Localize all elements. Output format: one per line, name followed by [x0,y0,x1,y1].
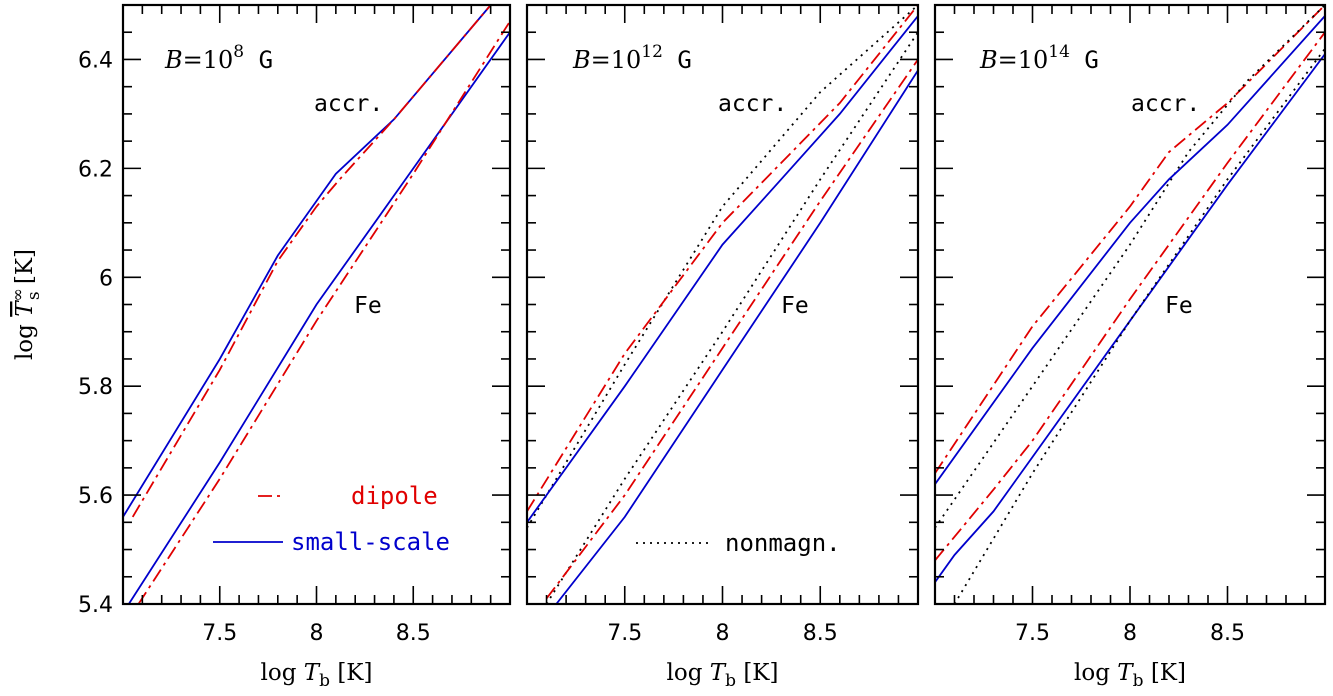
series-fe-dipole [137,20,510,604]
series-fe-dipole [935,31,1325,561]
x-tick-label: 8.5 [803,621,838,646]
magnetic-field-label: B=1012 G [572,42,692,74]
series-fe-smallscale [128,31,510,604]
x-tick-label: 7.5 [1015,621,1050,646]
panel-1: 7.5 8 8.5 5.4 5.6 5.8 6 6.2 6.4 log Tb [K] log T∞s… [8,3,512,691]
legend: nonmagn. [636,529,841,557]
legend-label: nonmagn. [725,529,841,557]
x-tick-label: 8.5 [1210,621,1245,646]
series-accr-smallscale [123,5,492,518]
panel-2: 7.5 8 8.5 log Tb [K] B=1012 G accr. Fe nonmagn. [525,3,920,691]
y-tick-label: 5.8 [78,375,113,400]
x-tick-label: 8 [310,621,324,646]
y-tick-label: 6.4 [78,48,113,73]
accreted-envelope-label: accr. [1131,91,1200,117]
plot-frame [933,3,1327,606]
series-group [935,5,1325,604]
iron-envelope-label: Fe [781,293,809,319]
series-accr-dipole [131,5,492,518]
y-tick-label: 5.6 [78,484,113,509]
accreted-envelope-label: accr. [314,91,383,117]
series-accr-dipole [935,5,1325,474]
legend: dipole small-scale [213,482,450,556]
series-accr-smallscale [935,15,1325,485]
y-tick-label: 6 [99,266,113,291]
x-axis-label: log Tb [K] [261,660,373,691]
series-group [123,5,510,604]
magnetic-field-label: B=1014 G [979,42,1099,74]
series-fe-dipole [545,58,918,600]
magnetic-field-label: B=108 G [164,42,273,74]
x-tick-label: 7.5 [202,621,237,646]
x-tick-label: 8.5 [396,621,431,646]
y-tick-label: 5.4 [78,593,113,618]
x-tick-label: 7.5 [607,621,642,646]
y-tick-label: 6.2 [78,157,113,182]
panel-3: 7.5 8 8.5 log Tb [K] B=1014 G accr. Fe [933,3,1327,691]
accreted-envelope-label: accr. [718,91,787,117]
iron-envelope-label: Fe [1165,293,1193,319]
series-fe-nonmagn [545,31,918,604]
series-group [527,5,918,604]
legend-label: small-scale [291,528,450,556]
iron-envelope-label: Fe [354,293,382,319]
x-axis-label: log Tb [K] [1074,660,1186,691]
series-accr-nonmagn [935,5,1325,529]
series-fe-smallscale [935,53,1325,583]
x-axis-label: log Tb [K] [667,660,779,691]
series-accr-nonmagn [527,5,918,529]
series-accr-smallscale [527,15,918,523]
series-fe-nonmagn [953,48,1325,604]
series-fe-smallscale [555,69,918,604]
legend-label: dipole [351,482,438,510]
x-tick-label: 8 [1123,621,1137,646]
series-accr-dipole [527,5,918,512]
x-tick-label: 8 [716,621,730,646]
y-axis-label: log T∞s [K] [8,249,44,360]
